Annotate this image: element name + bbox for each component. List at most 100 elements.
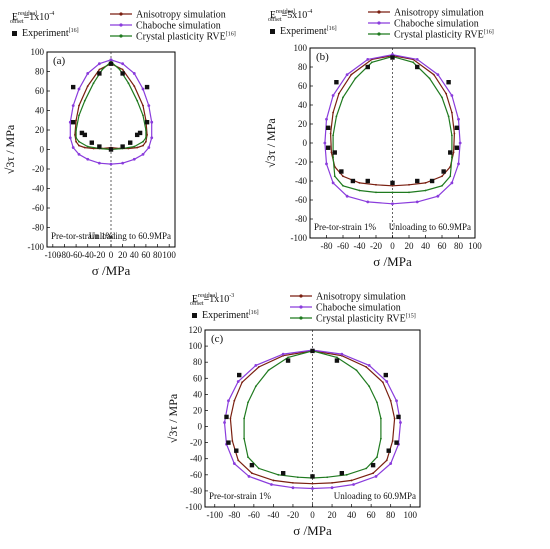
series-point — [292, 481, 294, 484]
series-point — [408, 191, 410, 194]
series-point — [251, 472, 253, 475]
series-point — [233, 399, 236, 402]
series-point — [342, 184, 344, 187]
right-note: Unloading to 60.9MPa — [89, 231, 171, 241]
legend-swatch-marker — [377, 32, 381, 36]
legend-label-2: Chaboche simulation — [136, 21, 221, 32]
series-point — [447, 115, 450, 118]
experiment-point — [390, 55, 395, 60]
series-point — [385, 459, 388, 462]
series-point — [391, 191, 394, 194]
series-point — [141, 152, 145, 156]
series-point — [232, 462, 236, 465]
experiment-point — [332, 150, 337, 155]
series-point — [281, 352, 285, 356]
series-point — [133, 145, 136, 148]
series-point — [71, 146, 75, 149]
experiment-point — [120, 71, 125, 76]
experiment-point — [285, 358, 291, 363]
series-point — [389, 399, 392, 402]
series-point — [436, 73, 440, 76]
x-tick-label: -80 — [228, 510, 240, 520]
legend-label-experiment: Experiment[16] — [22, 28, 79, 39]
experiment-point — [310, 348, 315, 354]
series-point — [325, 117, 328, 121]
y-tick-label: -80 — [295, 214, 307, 224]
series-point — [145, 140, 147, 143]
y-tick-label: 80 — [193, 357, 203, 367]
series-point — [68, 120, 72, 124]
x-axis-label: σ /MPa — [293, 523, 332, 538]
series-point — [330, 151, 333, 154]
experiment-point — [454, 125, 460, 130]
series-point — [78, 114, 80, 117]
series-point — [145, 129, 147, 131]
experiment-point — [446, 80, 451, 85]
y-tick-label: -80 — [32, 223, 44, 233]
series-point — [109, 58, 113, 62]
x-tick-label: 40 — [347, 510, 357, 520]
y-tick-label: 20 — [193, 405, 203, 415]
series-point — [241, 381, 244, 384]
series-point — [223, 421, 226, 424]
y-tick-label: 0 — [40, 145, 45, 155]
experiment-point — [365, 178, 370, 184]
series-point — [441, 96, 443, 99]
y-tick-label: -20 — [295, 157, 307, 167]
x-tick-label: 60 — [141, 250, 151, 260]
series-point — [385, 380, 389, 383]
offset-label: Eresidual offset=1x10-4 — [10, 11, 54, 25]
y-tick-label: 80 — [35, 67, 45, 77]
experiment-point — [79, 130, 85, 136]
series-point — [441, 175, 443, 178]
y-axis-label: √3τ / MPa — [3, 124, 17, 174]
x-tick-label: 0 — [390, 241, 395, 251]
series-point — [332, 111, 334, 114]
series-point — [71, 104, 75, 108]
series-point — [86, 157, 90, 161]
experiment-point — [144, 120, 150, 125]
series-point — [86, 145, 89, 148]
series-point — [74, 133, 76, 136]
series-point — [236, 380, 240, 383]
x-tick-label: -60 — [70, 250, 82, 260]
series-point — [118, 68, 121, 71]
experiment-point — [234, 448, 239, 453]
series-point — [146, 133, 148, 136]
series-point — [424, 182, 427, 184]
experiment-point — [396, 414, 401, 420]
x-tick-label: -40 — [82, 250, 94, 260]
series-point — [381, 381, 384, 384]
series-point — [399, 421, 402, 424]
series-point — [331, 94, 335, 97]
y-tick-label: -100 — [291, 233, 308, 243]
y-tick-label: -40 — [190, 454, 202, 464]
y-tick-label: 20 — [35, 125, 45, 135]
right-note: Unloading to 60.9MPa — [334, 491, 416, 501]
x-tick-label: 0 — [109, 250, 114, 260]
series-point — [365, 467, 368, 470]
experiment-point — [365, 64, 370, 70]
legend-swatch-marker — [299, 294, 303, 298]
series-point — [78, 140, 80, 143]
series-point — [368, 385, 371, 388]
x-tick-label: 20 — [118, 250, 128, 260]
series-point — [329, 132, 332, 135]
legend-swatch-marker — [119, 23, 123, 27]
series-point — [247, 456, 249, 459]
series-point — [257, 467, 260, 470]
series-point — [133, 85, 136, 88]
series-point — [231, 440, 234, 442]
series-point — [78, 144, 80, 147]
y-tick-label: -20 — [32, 164, 44, 174]
series-point — [142, 144, 144, 147]
experiment-point — [97, 71, 102, 76]
y-tick-label: -40 — [32, 184, 44, 194]
experiment-point — [128, 140, 133, 145]
series-point — [450, 181, 454, 185]
series-point — [97, 161, 101, 165]
series-point — [83, 99, 86, 102]
y-tick-label: 0 — [303, 138, 308, 148]
y-tick-label: 0 — [198, 422, 203, 432]
legend-swatch-experiment — [12, 31, 17, 36]
